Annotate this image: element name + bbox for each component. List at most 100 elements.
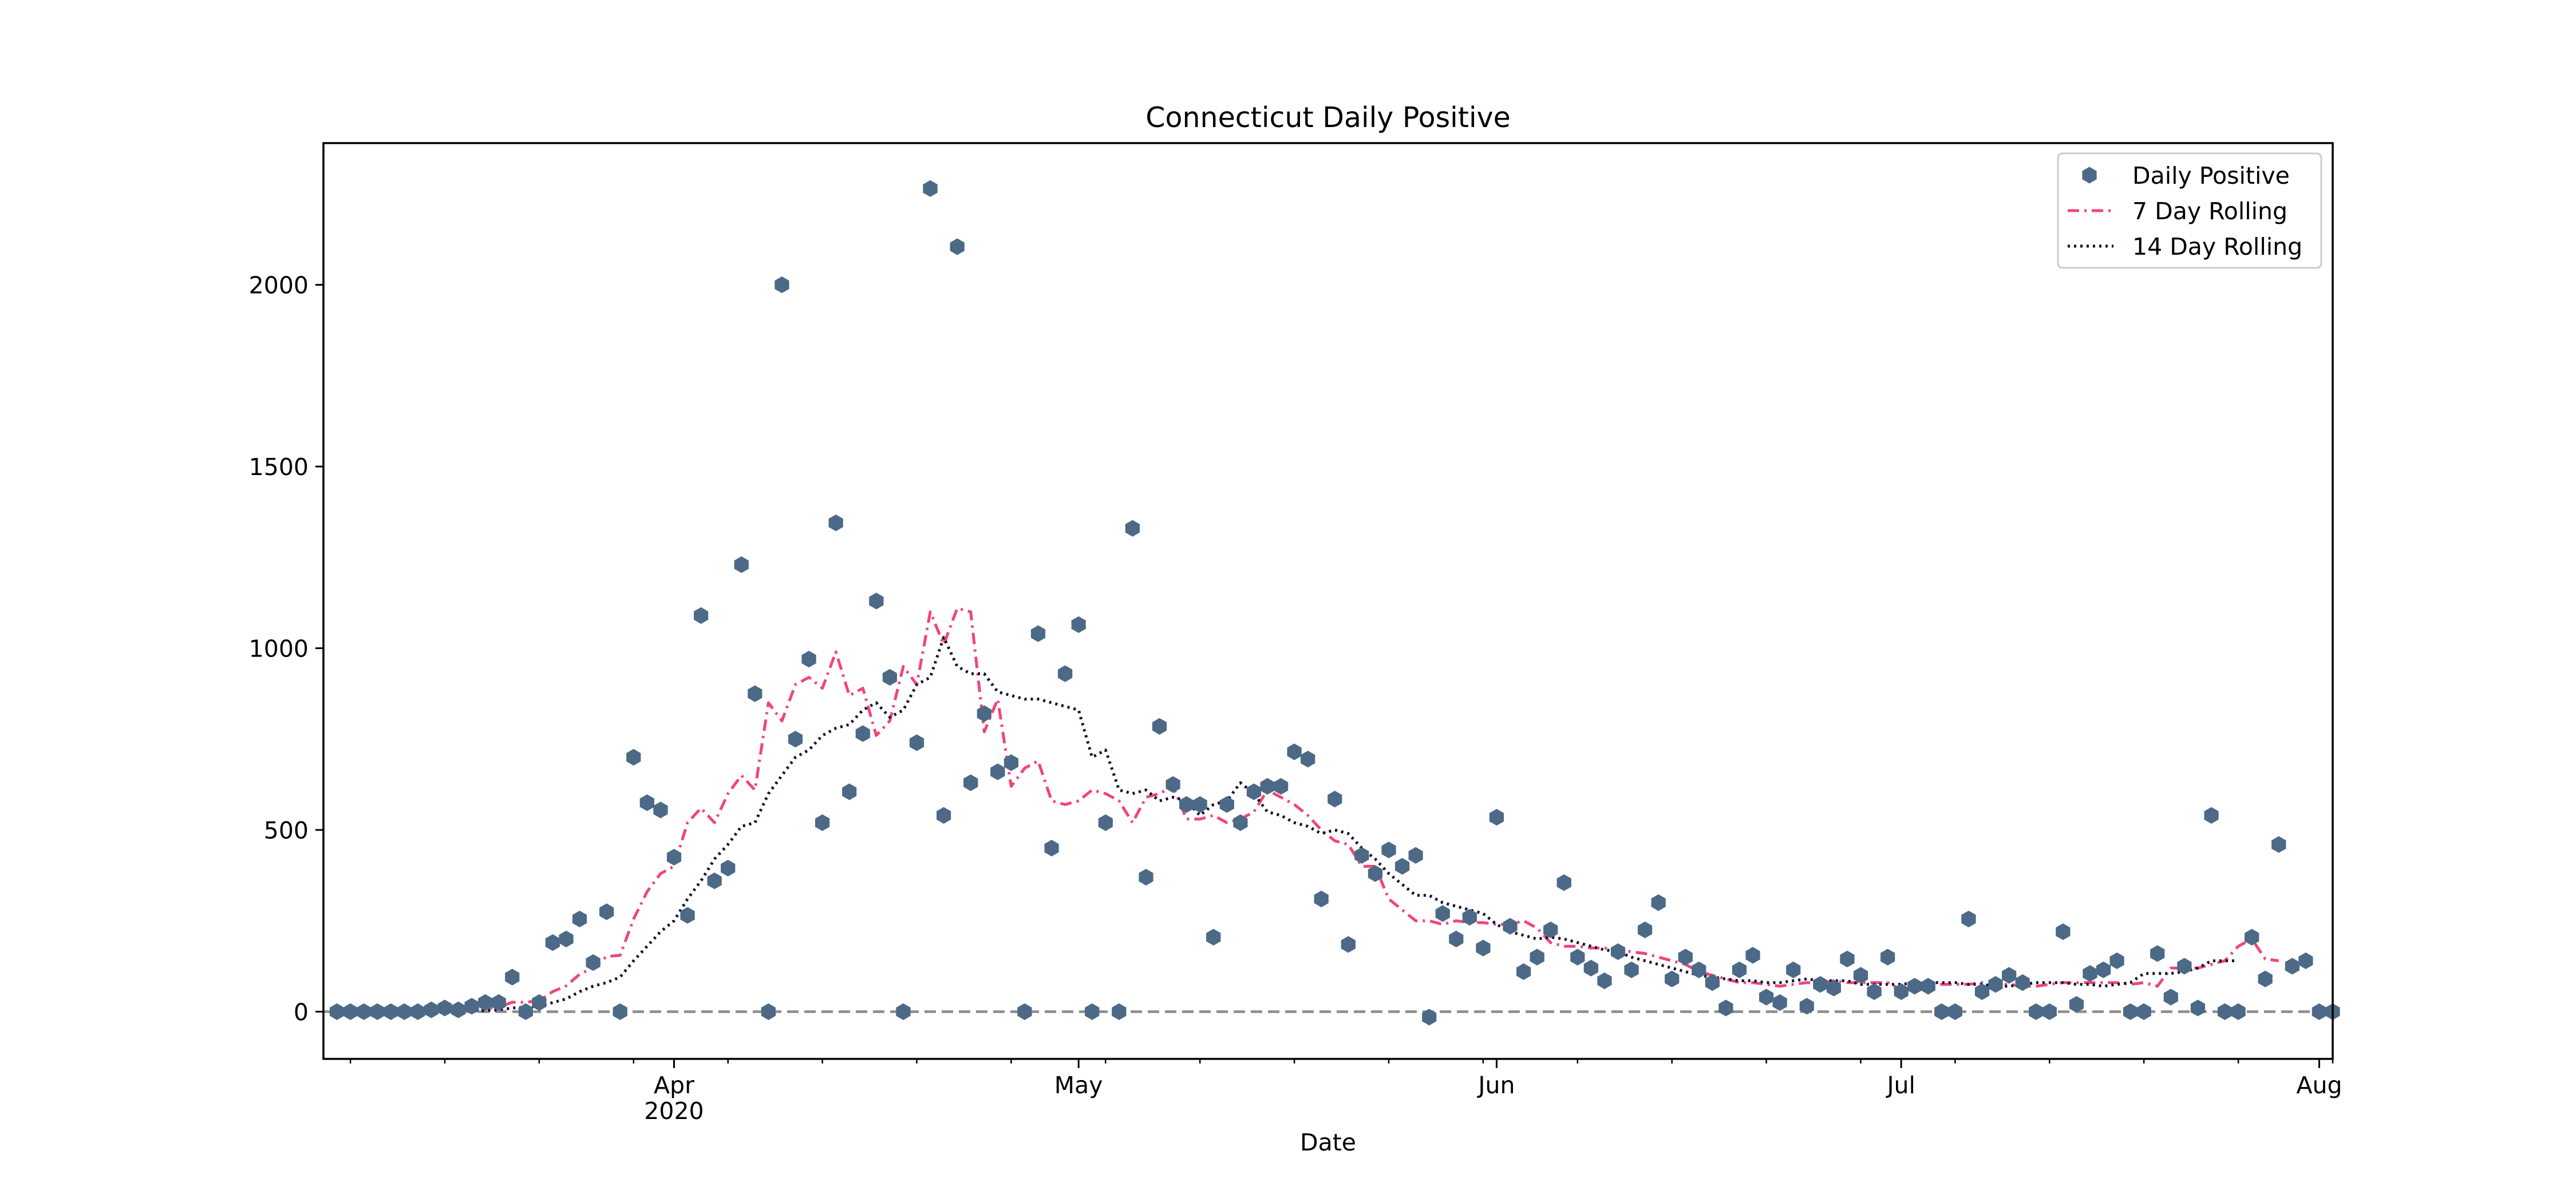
plot-area-frame: [322, 142, 2334, 1060]
daily-positive-point: [1422, 1009, 1437, 1026]
daily-positive-point: [1840, 950, 1855, 967]
daily-positive-point: [1826, 979, 1841, 997]
daily-positive-point: [761, 1003, 776, 1021]
daily-positive-point: [1530, 948, 1544, 966]
daily-positive-point: [775, 276, 789, 294]
daily-positive-point: [1799, 998, 1814, 1015]
daily-positive-point: [1988, 976, 2003, 993]
daily-positive-point: [2245, 928, 2259, 946]
daily-positive-point: [1354, 847, 1369, 864]
daily-positive-point: [1017, 1003, 1032, 1021]
daily-positive-point: [1961, 911, 1976, 928]
daily-positive-point: [1058, 665, 1073, 682]
chart-title: Connecticut Daily Positive: [1145, 101, 1510, 134]
daily-positive-point: [801, 651, 816, 668]
daily-positive-point: [1125, 520, 1140, 537]
daily-positive-point: [1718, 999, 1733, 1017]
daily-positive-point: [1381, 841, 1396, 859]
y-tick-label: 0: [294, 998, 309, 1026]
daily-positive-point: [977, 705, 991, 722]
daily-positive-point: [896, 1003, 911, 1021]
daily-positive-point: [1610, 943, 1626, 960]
daily-positive-point: [707, 872, 722, 889]
daily-positive-point: [937, 807, 951, 824]
legend-marker-daily-positive: [2082, 167, 2097, 184]
daily-positive-point: [1489, 809, 1504, 826]
daily-positive-point: [437, 999, 452, 1017]
daily-positive-point: [2150, 945, 2165, 962]
daily-positive-point: [505, 968, 520, 986]
daily-positive-point: [1219, 796, 1234, 813]
daily-positive-point: [788, 730, 803, 748]
daily-positive-point: [828, 514, 843, 532]
x-axis-label: Date: [1300, 1129, 1356, 1156]
daily-positive-point: [2190, 999, 2206, 1017]
daily-positive-point: [1570, 948, 1585, 966]
daily-positive-point: [1165, 776, 1180, 793]
daily-positive-point: [1301, 750, 1315, 768]
daily-positive-point: [586, 954, 600, 971]
daily-positive-point: [2109, 952, 2124, 970]
daily-positive-point: [1583, 959, 1598, 976]
daily-positive-point: [1044, 840, 1059, 857]
daily-positive-point: [1503, 918, 1518, 935]
y-axis: 0 500 1000 1500 2000: [249, 272, 323, 1026]
daily-positive-point: [2204, 807, 2219, 824]
daily-positive-point: [613, 1003, 627, 1021]
daily-positive-point: [2069, 996, 2084, 1013]
daily-positive-point: [721, 860, 736, 877]
daily-positive-point: [1152, 718, 1167, 735]
daily-positive-point: [1206, 928, 1221, 946]
daily-positive-point: [748, 685, 762, 702]
daily-positive-point: [2136, 1003, 2151, 1021]
7-day-rolling-line: [337, 607, 2279, 1013]
daily-positive-point: [1139, 868, 1153, 886]
daily-positive-point: [2042, 1003, 2057, 1021]
daily-positive-point: [639, 794, 654, 811]
daily-positive-point: [2271, 836, 2286, 853]
daily-positive-point: [1112, 1003, 1127, 1021]
x-tick-label: Aug: [2296, 1071, 2342, 1099]
daily-positive-point: [1947, 1003, 1962, 1021]
legend-frame: [2057, 152, 2322, 269]
daily-positive-point: [1394, 857, 1410, 875]
daily-positive-point: [626, 749, 641, 766]
daily-positive-point: [2298, 952, 2313, 970]
legend: Daily Positive 7 Day Rolling 14 Day Rollin…: [2057, 152, 2322, 269]
legend-label: Daily Positive: [2132, 162, 2290, 189]
y-tick-label: 2000: [249, 272, 309, 299]
daily-positive-point: [855, 725, 870, 742]
daily-positive-point: [2231, 1003, 2246, 1021]
daily-positive-point: [1692, 961, 1706, 978]
daily-positive-point: [1368, 865, 1383, 882]
daily-positive-point: [1786, 961, 1801, 978]
daily-positive-point: [1287, 743, 1302, 761]
daily-positive-point: [950, 238, 965, 255]
daily-positive-point: [1543, 922, 1558, 939]
daily-positive-point: [1665, 970, 1680, 987]
daily-positive-point: [1853, 967, 1868, 984]
daily-positive-point: [2177, 958, 2192, 975]
daily-positive-point: [1192, 796, 1207, 813]
y-tick-label: 1000: [249, 635, 309, 663]
daily-positive-point: [1341, 936, 1356, 953]
daily-positive-point: [518, 1003, 533, 1021]
y-tick-label: 500: [264, 817, 309, 844]
daily-positive-point: [1624, 961, 1639, 978]
daily-positive-point: [1772, 994, 1787, 1011]
daily-positive-point: [1759, 989, 1774, 1006]
daily-positive-point: [1030, 625, 1046, 642]
daily-positive-point: [1556, 874, 1571, 891]
daily-positive-point: [1449, 930, 1464, 948]
daily-positive-point: [734, 556, 749, 574]
x-tick-sublabel: 2020: [644, 1097, 704, 1125]
x-tick-label: Jul: [1885, 1071, 1915, 1099]
daily-positive-point: [909, 734, 924, 752]
x-tick-label: Apr: [654, 1071, 694, 1099]
daily-positive-point: [1638, 922, 1653, 939]
daily-positive-point: [2056, 923, 2071, 940]
daily-positive-point: [666, 849, 682, 866]
daily-positive-point: [1516, 963, 1531, 980]
